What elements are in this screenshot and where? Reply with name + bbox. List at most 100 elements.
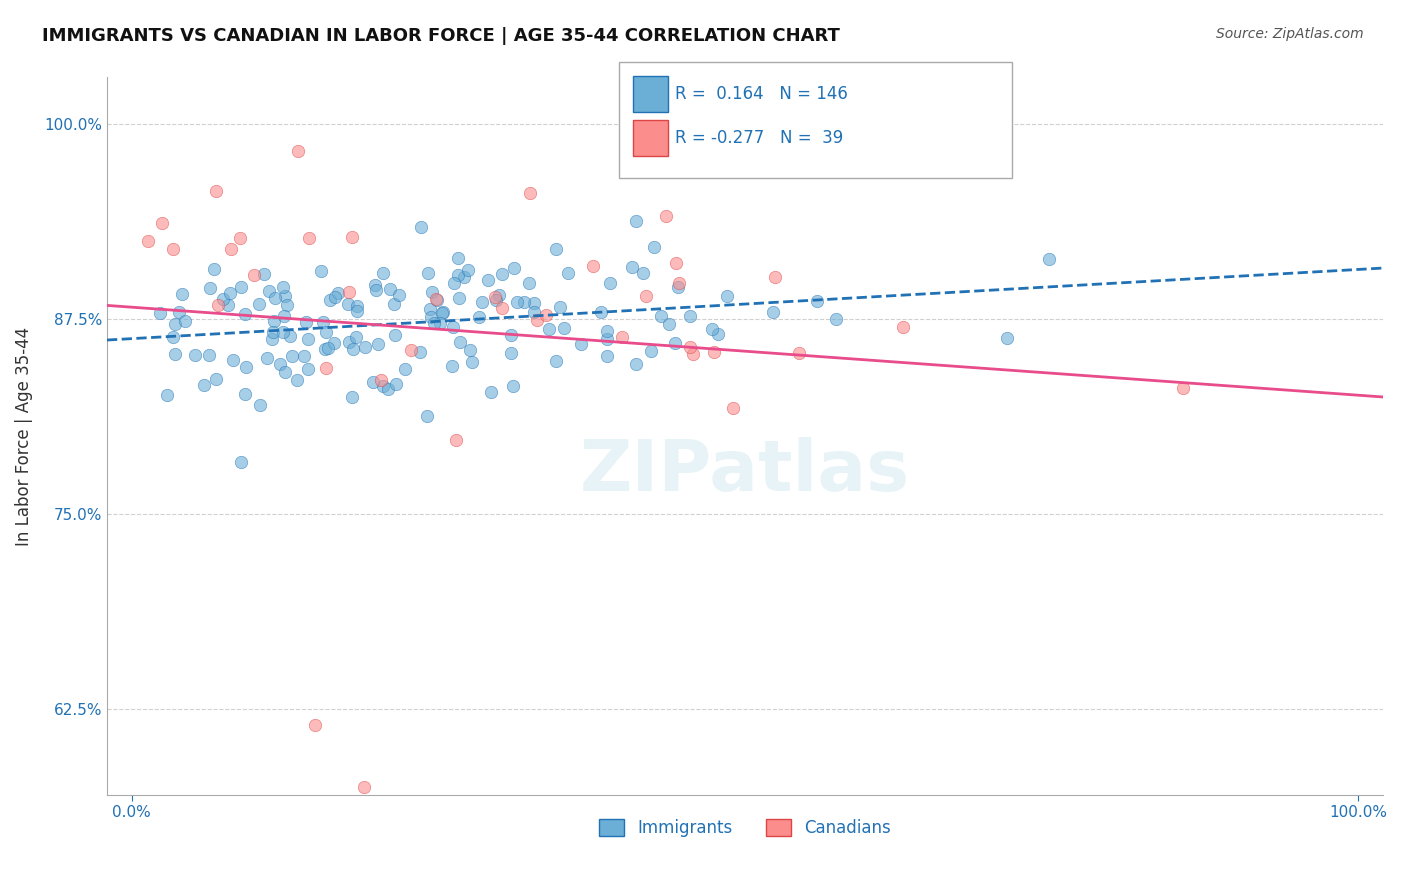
Immigrants: [502, 379, 524, 393]
Immigrants: [420, 310, 443, 324]
Immigrants: [233, 387, 256, 401]
Immigrants: [589, 305, 612, 319]
Canadians: [491, 301, 513, 315]
Immigrants: [235, 360, 257, 375]
Immigrants: [281, 350, 304, 364]
Immigrants: [666, 279, 689, 293]
Immigrants: [319, 293, 342, 307]
Immigrants: [262, 332, 284, 346]
Canadians: [721, 401, 744, 415]
Immigrants: [172, 286, 194, 301]
Immigrants: [257, 284, 280, 298]
Immigrants: [336, 297, 359, 311]
Immigrants: [297, 362, 319, 376]
Immigrants: [344, 330, 367, 344]
Canadians: [1171, 381, 1194, 395]
Immigrants: [679, 309, 702, 323]
Canadians: [655, 209, 678, 223]
Legend: Immigrants, Canadians: Immigrants, Canadians: [592, 813, 897, 844]
Immigrants: [643, 240, 665, 254]
Immigrants: [506, 295, 529, 310]
Immigrants: [361, 375, 384, 389]
Immigrants: [346, 299, 368, 313]
Immigrants: [269, 357, 291, 371]
Immigrants: [595, 333, 617, 347]
Immigrants: [409, 220, 432, 235]
Immigrants: [312, 315, 335, 329]
Canadians: [519, 186, 541, 200]
Canadians: [243, 268, 266, 282]
Immigrants: [624, 357, 647, 371]
Canadians: [207, 298, 229, 312]
Immigrants: [184, 348, 207, 362]
Immigrants: [458, 343, 481, 358]
Immigrants: [806, 294, 828, 309]
Immigrants: [294, 349, 316, 363]
Immigrants: [477, 273, 499, 287]
Immigrants: [523, 305, 546, 319]
Immigrants: [457, 263, 479, 277]
Immigrants: [544, 242, 567, 256]
Immigrants: [371, 267, 394, 281]
Immigrants: [219, 285, 242, 300]
Immigrants: [169, 305, 191, 319]
Canadians: [370, 373, 392, 387]
Immigrants: [702, 321, 724, 335]
Immigrants: [502, 260, 524, 275]
Immigrants: [297, 332, 319, 346]
Canadians: [444, 434, 467, 448]
Immigrants: [432, 306, 454, 320]
Immigrants: [198, 348, 221, 362]
Immigrants: [149, 306, 172, 320]
Canadians: [534, 308, 557, 322]
Immigrants: [416, 266, 439, 280]
Immigrants: [162, 330, 184, 344]
Immigrants: [519, 276, 541, 290]
Immigrants: [650, 310, 672, 324]
Text: R = -0.277   N =  39: R = -0.277 N = 39: [675, 129, 844, 147]
Canadians: [353, 780, 375, 794]
Immigrants: [384, 327, 406, 342]
Immigrants: [205, 372, 228, 386]
Immigrants: [596, 349, 619, 363]
Immigrants: [419, 302, 441, 317]
Canadians: [484, 290, 506, 304]
Immigrants: [367, 337, 389, 351]
Immigrants: [440, 359, 463, 373]
Canadians: [581, 260, 603, 274]
Canadians: [150, 215, 173, 229]
Immigrants: [426, 293, 449, 307]
Canadians: [229, 231, 252, 245]
Immigrants: [231, 454, 253, 468]
Text: R =  0.164   N = 146: R = 0.164 N = 146: [675, 85, 848, 103]
Immigrants: [274, 289, 297, 303]
Immigrants: [716, 289, 738, 303]
Canadians: [703, 345, 725, 359]
Immigrants: [202, 261, 225, 276]
Immigrants: [449, 334, 471, 349]
Immigrants: [156, 388, 179, 402]
Canadians: [524, 842, 547, 856]
Immigrants: [429, 317, 451, 331]
Canadians: [219, 242, 242, 256]
Immigrants: [273, 309, 295, 323]
Immigrants: [658, 317, 681, 331]
Canadians: [342, 230, 364, 244]
Canadians: [315, 361, 337, 376]
Immigrants: [626, 214, 648, 228]
Immigrants: [501, 345, 523, 359]
Immigrants: [1038, 252, 1060, 266]
Canadians: [205, 184, 228, 198]
Immigrants: [707, 327, 730, 342]
Immigrants: [378, 282, 401, 296]
Immigrants: [995, 331, 1018, 345]
Immigrants: [262, 325, 284, 339]
Immigrants: [384, 297, 406, 311]
Canadians: [304, 717, 326, 731]
Immigrants: [278, 328, 301, 343]
Immigrants: [599, 277, 621, 291]
Immigrants: [544, 354, 567, 368]
Immigrants: [446, 251, 468, 265]
Immigrants: [339, 334, 361, 349]
Immigrants: [569, 337, 592, 351]
